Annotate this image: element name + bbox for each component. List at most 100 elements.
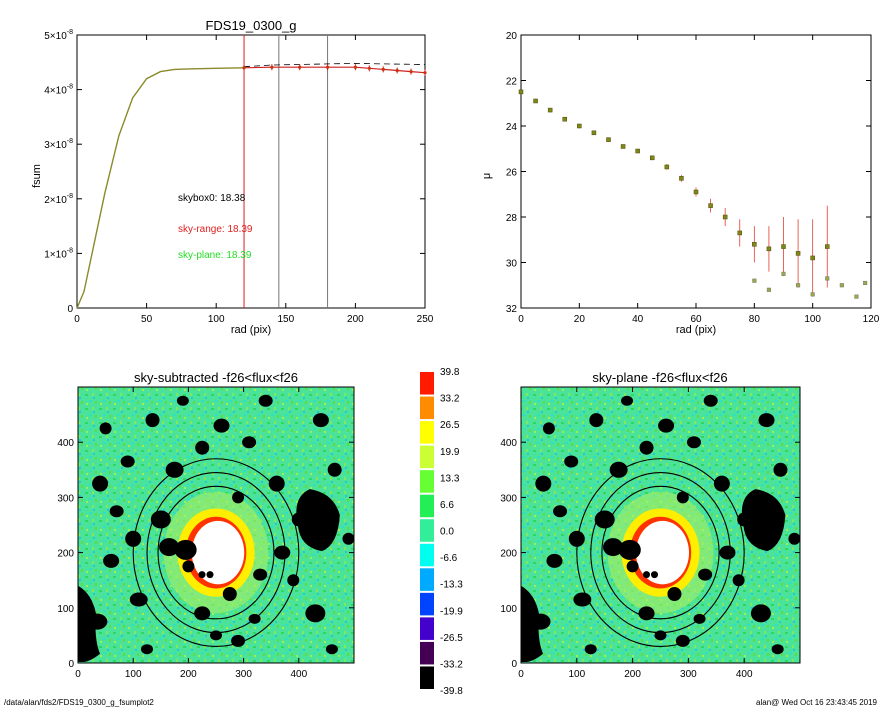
- masked-source: [535, 475, 552, 492]
- sky-plane-y-tick-label: 0: [511, 659, 517, 670]
- masked-source: [658, 418, 675, 433]
- masked-source: [553, 505, 568, 518]
- sky-subtracted-x-tick-label: 200: [180, 669, 197, 680]
- annotation-sky-range: sky-range: 18.39: [178, 224, 253, 235]
- masked-source: [325, 644, 338, 655]
- colorbar-label: 19.9: [440, 447, 460, 458]
- mu-point: [766, 246, 772, 252]
- fsum-y-tick-exponent: -8: [67, 29, 73, 36]
- mu-point: [664, 164, 670, 170]
- fsum-point: [353, 65, 357, 69]
- fsum-y-tick-mantissa: 2×10: [44, 195, 67, 206]
- sky-subtracted-y-tick-label: 0: [68, 659, 74, 670]
- aperture-ellipse: [146, 472, 286, 634]
- colorbar-label: -39.8: [440, 686, 463, 697]
- colorbar-swatch: [420, 372, 434, 395]
- masked-source: [253, 568, 268, 581]
- mu-point: [533, 98, 538, 104]
- fsum-y-tick-exponent: -8: [67, 84, 73, 91]
- mu-point: [781, 244, 786, 249]
- sky-plane-x-tick-label: 0: [518, 669, 524, 680]
- masked-source: [232, 491, 245, 504]
- mu-point: [825, 244, 830, 249]
- mu-y-tick-label: 30: [506, 259, 518, 270]
- fsum-xlabel: rad (pix): [231, 324, 271, 336]
- mu-faint-point: [796, 283, 801, 288]
- fsum-point: [325, 65, 330, 69]
- mu-y-tick-label: 28: [506, 213, 518, 224]
- colorbar-label: 39.8: [440, 367, 460, 378]
- masked-source: [713, 475, 730, 492]
- colorbar-swatch: [420, 445, 434, 469]
- sky-subtracted-y-tick-label: 200: [57, 549, 74, 560]
- mu-x-tick-label: 40: [632, 314, 644, 325]
- mu-point: [606, 137, 611, 142]
- fsum-sky-range-line: [243, 66, 426, 74]
- masked-source: [258, 394, 273, 407]
- fsum-x-tick-label: 200: [347, 314, 364, 325]
- mu-point: [752, 242, 757, 247]
- mu-point: [591, 130, 597, 136]
- sky-subtracted-x-tick-label: 300: [235, 669, 252, 680]
- fsum-x-tick-label: 50: [141, 314, 153, 325]
- masked-source: [194, 606, 211, 621]
- mu-faint-point: [781, 271, 786, 276]
- masked-source: [773, 462, 788, 477]
- fsum-point: [367, 66, 371, 70]
- masked-source: [643, 571, 650, 579]
- fsum-y-tick-label: 4×10-8: [44, 84, 73, 97]
- fsum-y-tick-mantissa: 3×10: [44, 140, 67, 151]
- mu-faint-point: [839, 283, 844, 288]
- mu-y-tick-label: 26: [506, 168, 518, 179]
- colorbar-swatch: [420, 666, 434, 689]
- masked-source: [788, 532, 801, 545]
- mu-x-tick-label: 0: [518, 314, 524, 325]
- colorbar-swatch: [420, 543, 434, 567]
- mu-x-tick-label: 120: [863, 314, 880, 325]
- masked-source: [719, 545, 736, 560]
- colorbar-label: -33.2: [440, 659, 463, 670]
- mu-x-tick-label: 60: [690, 314, 702, 325]
- sky-subtracted-y-tick-label: 400: [57, 438, 74, 449]
- masked-source: [159, 538, 180, 557]
- masked-source: [639, 440, 654, 455]
- sky-plane-image: [521, 387, 801, 663]
- footer-stamp: alan@ Wed Oct 16 23:43:45 2019: [756, 698, 877, 707]
- sky-plane-x-tick-label: 200: [624, 669, 641, 680]
- aperture-ellipse: [132, 458, 300, 647]
- masked-source: [703, 394, 718, 407]
- masked-source: [312, 413, 329, 428]
- mu-xlabel: rad (pix): [676, 324, 716, 336]
- masked-source: [698, 568, 713, 581]
- fsum-point: [381, 67, 385, 71]
- annotation-sky-plane: sky-plane: 18.39: [178, 250, 252, 261]
- fsum-ylabel: fsum: [31, 164, 43, 188]
- mu-point: [708, 203, 713, 208]
- sky-plane-x-tick-label: 400: [736, 669, 753, 680]
- aperture-ellipse: [590, 472, 731, 634]
- fsum-y-tick-exponent: -8: [67, 193, 73, 200]
- masked-source: [145, 413, 160, 428]
- mu-ylabel: μ: [481, 173, 493, 179]
- masked-source: [287, 574, 300, 587]
- masked-large-source: [296, 489, 340, 552]
- aperture-ellipse: [576, 458, 745, 647]
- mu-point: [577, 123, 582, 129]
- fsum-sky-plane-dashed-line: [243, 62, 426, 68]
- masked-source: [542, 422, 555, 435]
- colorbar-swatch: [420, 470, 434, 493]
- colorbar-label: -13.3: [440, 580, 463, 591]
- masked-source: [99, 422, 112, 435]
- masked-source: [327, 462, 342, 477]
- fsum-y-tick-label: 3×10-8: [44, 138, 73, 151]
- masked-source: [676, 491, 689, 504]
- fsum-y-tick-label: 5×10-8: [44, 29, 73, 42]
- mu-point: [620, 144, 626, 149]
- masked-source: [771, 644, 784, 655]
- masked-source: [103, 553, 120, 568]
- colorbar-swatch: [420, 494, 434, 518]
- mu-faint-point: [810, 292, 815, 297]
- mu-y-tick-label: 24: [506, 122, 518, 133]
- colorbar-label: 26.5: [440, 420, 460, 431]
